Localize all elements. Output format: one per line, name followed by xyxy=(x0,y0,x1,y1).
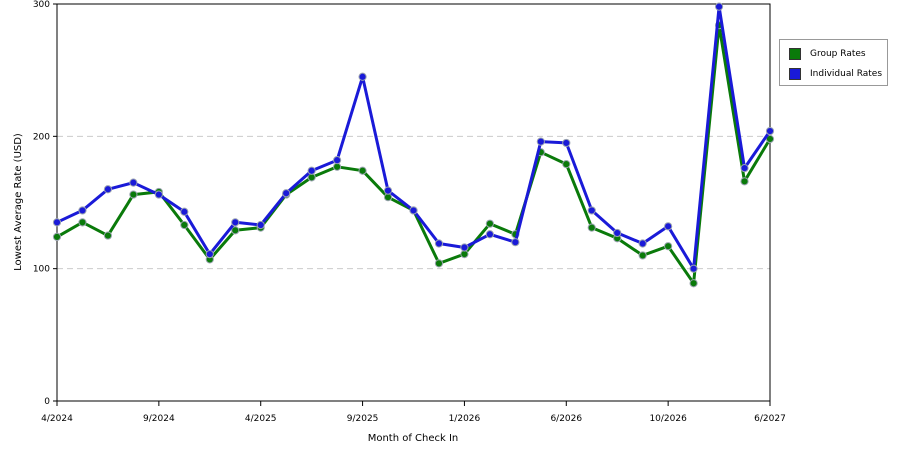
data-point[interactable] xyxy=(154,190,163,199)
x-tick-label: 9/2025 xyxy=(347,414,379,424)
legend-swatch-group xyxy=(789,48,801,60)
data-point[interactable] xyxy=(638,239,647,248)
x-tick-label: 10/2026 xyxy=(649,414,687,424)
data-point[interactable] xyxy=(129,190,138,199)
data-point[interactable] xyxy=(307,166,316,175)
data-point[interactable] xyxy=(536,137,545,146)
data-point[interactable] xyxy=(765,126,775,136)
data-point[interactable] xyxy=(383,186,393,195)
plot-area-border xyxy=(56,3,771,402)
series-line xyxy=(56,5,772,271)
data-point[interactable] xyxy=(78,206,87,215)
grid-lines xyxy=(57,135,770,270)
data-point[interactable] xyxy=(409,206,418,215)
x-tick-label: 4/2025 xyxy=(245,414,277,424)
data-point[interactable] xyxy=(587,206,596,215)
data-point[interactable] xyxy=(613,228,622,238)
data-point[interactable] xyxy=(231,226,240,235)
data-point[interactable] xyxy=(664,242,673,251)
series-group-rates xyxy=(52,21,775,288)
data-point[interactable] xyxy=(52,232,62,242)
data-point[interactable] xyxy=(740,177,749,186)
data-point[interactable] xyxy=(511,238,520,247)
legend: Group Rates Individual Rates xyxy=(779,39,888,86)
data-point[interactable] xyxy=(664,222,673,231)
data-point[interactable] xyxy=(180,207,189,216)
data-point[interactable] xyxy=(103,185,113,194)
data-point[interactable] xyxy=(358,166,367,175)
data-point[interactable] xyxy=(358,72,367,81)
y-axis-label: Lowest Average Rate (USD) xyxy=(13,133,24,271)
data-point[interactable] xyxy=(333,156,342,165)
legend-item-individual-rates: Individual Rates xyxy=(789,67,882,81)
series-layer xyxy=(52,2,775,288)
data-point[interactable] xyxy=(562,160,571,169)
x-tick-label: 6/2027 xyxy=(754,414,786,424)
y-tick-label: 100 xyxy=(33,265,50,275)
data-point[interactable] xyxy=(434,239,444,248)
data-point[interactable] xyxy=(638,251,647,260)
y-tick-label: 0 xyxy=(44,397,50,407)
data-point[interactable] xyxy=(282,189,291,198)
data-point[interactable] xyxy=(103,231,113,240)
data-point[interactable] xyxy=(562,138,571,148)
legend-label-group: Group Rates xyxy=(810,49,866,59)
data-point[interactable] xyxy=(231,218,240,227)
axes: 0 100 200 300 4/2024 9/2024 4/2025 9/2025 1/2026… xyxy=(33,0,786,424)
data-point[interactable] xyxy=(180,220,189,230)
data-point[interactable] xyxy=(587,223,596,232)
data-point[interactable] xyxy=(765,134,775,144)
data-point[interactable] xyxy=(256,220,265,230)
legend-item-group-rates: Group Rates xyxy=(789,47,866,61)
y-tick-label: 300 xyxy=(33,0,50,10)
x-tick-label: 9/2024 xyxy=(143,414,175,424)
series-line xyxy=(56,23,772,285)
data-point[interactable] xyxy=(689,279,698,288)
data-point[interactable] xyxy=(740,163,749,173)
x-axis-label: Month of Check In xyxy=(368,433,459,444)
data-point[interactable] xyxy=(460,243,469,252)
data-point[interactable] xyxy=(78,218,87,227)
data-point[interactable] xyxy=(52,218,62,227)
series-individual-rates xyxy=(52,2,775,273)
x-tick-label: 1/2026 xyxy=(449,414,481,424)
legend-label-individual: Individual Rates xyxy=(810,69,883,79)
data-point[interactable] xyxy=(485,219,494,228)
data-point[interactable] xyxy=(129,178,138,187)
x-tick-label: 4/2024 xyxy=(41,414,73,424)
x-tick-label: 6/2026 xyxy=(550,414,582,424)
data-point[interactable] xyxy=(689,264,698,273)
data-point[interactable] xyxy=(714,2,724,11)
y-tick-label: 200 xyxy=(33,132,50,142)
data-point[interactable] xyxy=(205,250,214,259)
legend-swatch-individual xyxy=(789,68,801,80)
data-point[interactable] xyxy=(434,259,444,268)
data-point[interactable] xyxy=(485,230,494,239)
